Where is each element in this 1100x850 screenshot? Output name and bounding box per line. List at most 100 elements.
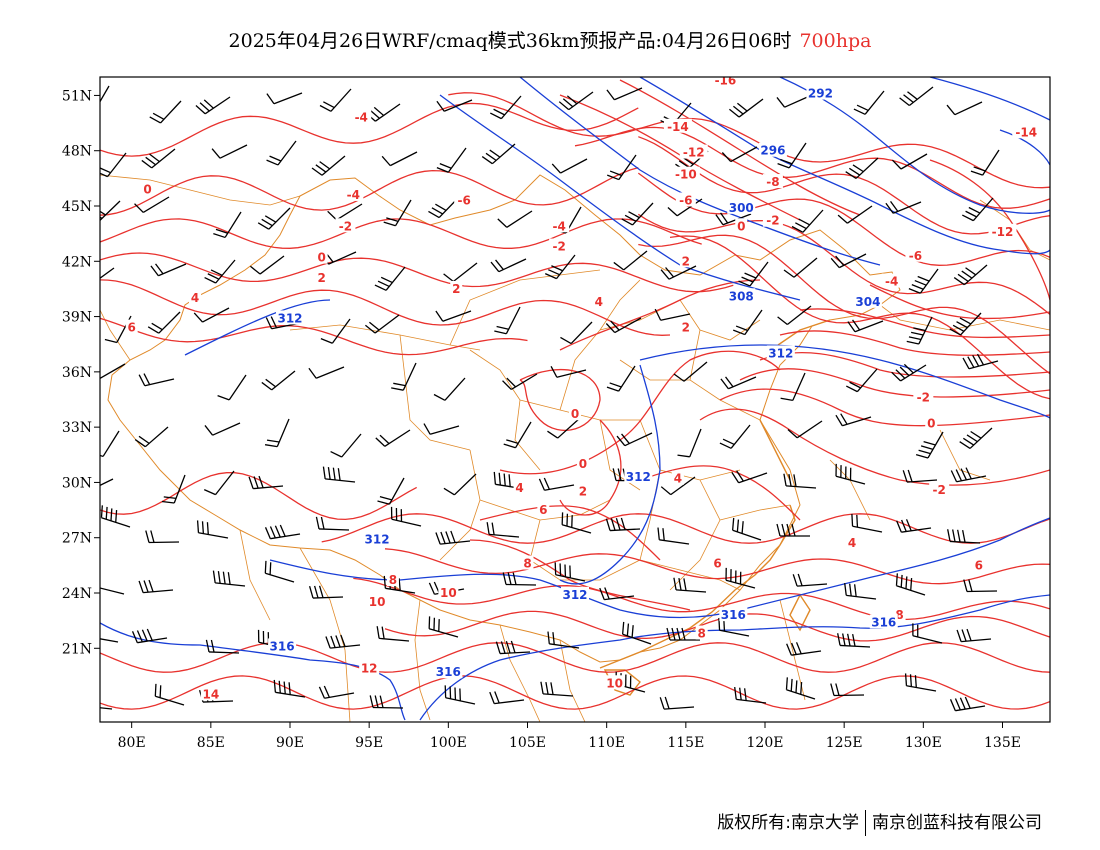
- y-tick-label: 24N: [62, 586, 92, 602]
- contour-label-bg: [1012, 124, 1041, 139]
- y-tick-label: 21N: [62, 641, 92, 657]
- temperature-contour: [869, 284, 1050, 320]
- temperature-contour: [448, 92, 1050, 189]
- contour-label: 0: [737, 219, 745, 233]
- contour-label-bg: [537, 502, 550, 517]
- wind-barb: [205, 639, 240, 654]
- wind-barb: [264, 524, 301, 540]
- wind-barb: [891, 363, 927, 382]
- temperature-contour: [100, 102, 639, 157]
- wind-barb: [145, 530, 180, 544]
- wind-barb: [318, 685, 355, 699]
- contour-label-bg: [450, 280, 463, 295]
- wind-barb: [308, 366, 345, 379]
- contour-label: 4: [848, 536, 856, 550]
- wind-barb: [149, 100, 182, 124]
- wind-barb: [196, 520, 229, 539]
- contour-label: -4: [347, 188, 360, 202]
- contour-label: 312: [365, 533, 390, 547]
- contour-label-bg: [679, 253, 692, 268]
- contour-label: 10: [369, 595, 386, 609]
- wind-barb: [322, 466, 356, 483]
- temperature-contour: [100, 166, 639, 216]
- geopotential-contour: [639, 77, 1050, 255]
- contour-label-bg: [972, 557, 985, 572]
- wind-barb: [195, 96, 231, 115]
- wind-barb: [497, 210, 533, 228]
- wind-barb: [561, 512, 592, 534]
- wind-barb: [319, 88, 352, 112]
- wind-barb: [621, 621, 652, 645]
- temperature-contour: [638, 136, 1050, 235]
- contour-label: 8: [523, 557, 531, 571]
- wind-barb: [912, 623, 943, 644]
- contour-label-bg: [913, 389, 934, 404]
- contour-label-bg: [592, 293, 605, 308]
- wind-barb: [257, 207, 291, 230]
- title-level: 700hpa: [799, 30, 872, 52]
- contour-label: 316: [270, 639, 295, 653]
- temperature-contour: [669, 235, 1050, 400]
- contour-label-bg: [929, 481, 950, 496]
- contour-label-bg: [671, 166, 700, 181]
- contour-label: 312: [562, 588, 587, 602]
- wind-barb: [616, 432, 653, 447]
- contour-label: -6: [457, 193, 470, 207]
- contour-label-bg: [125, 319, 138, 334]
- wind-barb: [953, 264, 988, 286]
- contour-label-bg: [367, 594, 388, 609]
- temperature-contour: [469, 539, 691, 611]
- wind-barb: [733, 309, 763, 336]
- contour-label-bg: [141, 181, 154, 196]
- wind-barb: [502, 373, 538, 391]
- wind-barb: [100, 363, 126, 380]
- contour-label-bg: [351, 109, 372, 124]
- x-tick-label: 125E: [826, 735, 863, 751]
- contour-label: 2: [682, 254, 690, 268]
- contour-label-bg: [513, 479, 526, 494]
- geopotential-contour: [929, 77, 1050, 121]
- contour-label: -10: [675, 168, 697, 182]
- wind-barb: [423, 423, 460, 435]
- contour-label-bg: [454, 192, 475, 207]
- chart-title: 2025年04月26日WRF/cmaq模式36km预报产品:04月26日06时 7…: [0, 26, 1100, 53]
- x-tick-label: 90E: [276, 735, 304, 751]
- contour-label: 0: [579, 457, 587, 471]
- contour-label: 4: [595, 295, 603, 309]
- wind-barb: [776, 523, 810, 537]
- wind-barb: [100, 575, 125, 595]
- temperature-contour: [559, 419, 622, 516]
- wind-barb: [606, 365, 636, 392]
- temperature-contour: [779, 330, 1050, 356]
- temperature-contour: [499, 350, 781, 475]
- contour-label-bg: [853, 293, 882, 308]
- wind-barb: [734, 686, 767, 704]
- contour-label-bg: [766, 345, 795, 360]
- contour-label-bg: [561, 586, 589, 601]
- temperature-contour: [619, 79, 861, 216]
- contour-label-bg: [549, 218, 570, 233]
- contour-label: 10: [440, 586, 457, 600]
- contour-label: 0: [143, 182, 151, 196]
- contour-label: -14: [1015, 125, 1037, 139]
- contour-label-bg: [905, 247, 926, 262]
- contour-label: 14: [202, 687, 219, 701]
- wind-barb: [731, 517, 762, 541]
- contour-label-bg: [695, 625, 708, 640]
- wind-barb: [375, 429, 411, 447]
- x-tick-label: 105E: [509, 735, 546, 751]
- contour-label-bg: [711, 77, 740, 87]
- wind-barb: [311, 155, 346, 176]
- wind-barb: [719, 424, 751, 449]
- wind-barb: [906, 316, 933, 345]
- contour-label: -6: [909, 249, 922, 263]
- wind-barb: [213, 211, 242, 239]
- wind-barb: [138, 373, 175, 387]
- contour-label-bg: [343, 186, 364, 201]
- temperature-contour: [100, 317, 528, 356]
- wind-barb: [436, 147, 467, 173]
- contour-label: 304: [855, 295, 880, 309]
- wind-barb: [131, 628, 168, 644]
- wind-barb: [783, 257, 818, 278]
- footer-right: 南京创蓝科技有限公司: [872, 813, 1042, 833]
